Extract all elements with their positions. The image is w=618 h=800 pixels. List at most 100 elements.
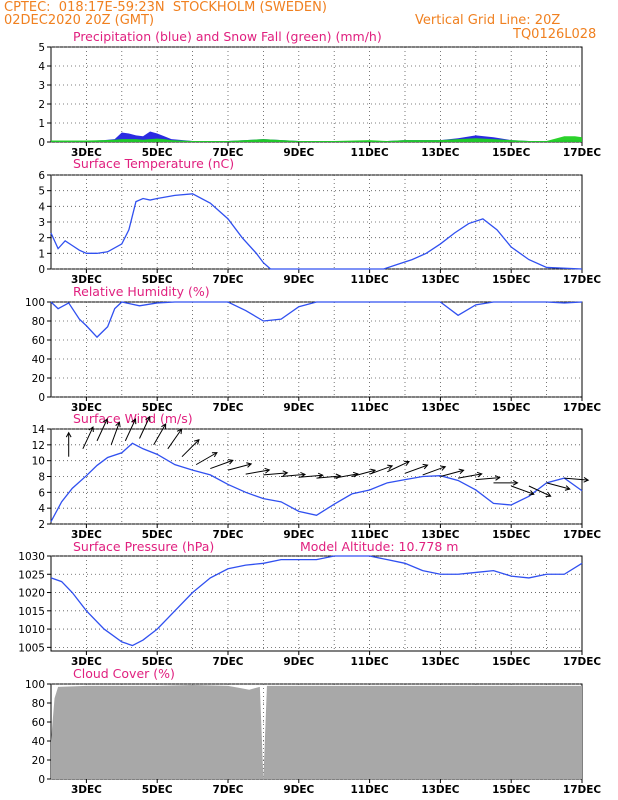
wind-arrow-head — [300, 471, 307, 478]
x-tick-label: 15DEC — [492, 784, 531, 796]
y-tick-label: 2 — [38, 519, 45, 531]
wind-arrow-head — [317, 472, 324, 479]
y-tick-label: 1005 — [18, 642, 45, 654]
x-tick-label: 13DEC — [421, 147, 460, 159]
wind-arrow — [528, 485, 552, 497]
y-tick-label: 60 — [32, 335, 45, 347]
wind-arrow-head — [131, 418, 137, 425]
wind-arrow-shaft — [167, 428, 182, 450]
wind-arrow-shaft — [404, 464, 428, 474]
x-tick-label: 13DEC — [421, 784, 460, 796]
wind-arrow — [404, 463, 429, 474]
wind-arrow-head — [404, 460, 410, 466]
wind-arrow — [511, 485, 535, 496]
wind-arrow-shaft — [528, 485, 551, 497]
x-tick-label: 3DEC — [71, 147, 102, 159]
wind-arrow-shaft — [82, 426, 94, 450]
wind-arrow-head — [282, 470, 289, 477]
panel-title-temperature: Surface Temperature (nC) — [73, 156, 234, 171]
snowfall-area — [51, 136, 582, 142]
y-tick-label: 0 — [38, 264, 45, 276]
wind-arrow — [298, 472, 324, 479]
wind-arrow — [245, 467, 271, 475]
panel-frame — [50, 46, 583, 143]
x-tick-label: 11DEC — [350, 147, 389, 159]
wind-arrow-head — [422, 463, 429, 470]
y-tick-label: 8 — [38, 472, 45, 484]
y-tick-label: 20 — [32, 373, 45, 385]
y-tick-label: 6 — [38, 487, 45, 499]
wind-arrow-shaft — [139, 416, 151, 439]
wind-arrow — [124, 418, 137, 442]
panel-frame — [50, 555, 583, 652]
date-header: 02DEC2020 20Z (GMT) — [4, 13, 155, 28]
x-tick-label: 13DEC — [421, 274, 460, 286]
panel-frame — [50, 428, 583, 525]
temperature-line — [50, 193, 583, 270]
y-tick-label: 1025 — [18, 569, 45, 581]
wind-arrow-head — [65, 431, 72, 438]
y-tick-label: 3 — [38, 217, 45, 229]
x-tick-label: 11DEC — [350, 529, 389, 541]
x-tick-label: 15DEC — [492, 147, 531, 159]
y-tick-label: 20 — [32, 755, 45, 767]
x-tick-label: 7DEC — [213, 147, 244, 159]
y-tick-label: 2 — [38, 99, 45, 111]
x-tick-label: 11DEC — [350, 402, 389, 414]
precipitation-area — [51, 131, 582, 142]
x-tick-label: 5DEC — [142, 147, 173, 159]
x-tick-label: 15DEC — [492, 402, 531, 414]
humidity-line — [50, 301, 583, 339]
x-tick-label: 17DEC — [563, 147, 602, 159]
wind-arrow-head — [102, 418, 108, 425]
y-tick-label: 1030 — [18, 551, 45, 563]
wind-arrow-shaft — [440, 469, 464, 477]
wind-arrow-shaft — [334, 473, 358, 479]
x-tick-label: 15DEC — [492, 274, 531, 286]
wind-arrow — [440, 468, 465, 477]
wind-arrow-shaft — [351, 469, 376, 477]
wind-arrow — [110, 421, 121, 446]
x-tick-label: 7DEC — [213, 402, 244, 414]
panel-title-pressure: Surface Pressure (hPa) — [73, 539, 214, 554]
wind-arrow-head — [583, 476, 590, 483]
grid-note: Vertical Grid Line: 20Z — [415, 13, 561, 28]
wind-arrow-shaft — [458, 473, 482, 479]
y-tick-label: 14 — [32, 424, 46, 436]
wind-arrow — [82, 426, 94, 450]
x-tick-label: 5DEC — [142, 402, 173, 414]
cloud-cover-area — [51, 684, 582, 779]
wind-arrow — [227, 462, 253, 471]
wind-arrow-head — [161, 423, 167, 430]
wind-arrow — [195, 452, 218, 466]
y-tick-label: 1 — [38, 248, 45, 260]
wind-arrow-shaft — [511, 485, 534, 495]
y-tick-label: 5 — [38, 186, 45, 198]
x-tick-label: 15DEC — [492, 656, 531, 668]
x-tick-label: 17DEC — [563, 274, 602, 286]
y-tick-label: 4 — [38, 61, 45, 73]
wind-arrow-head — [476, 471, 483, 478]
wind-arrow — [422, 465, 447, 476]
wind-arrow-shaft — [96, 418, 108, 442]
x-tick-label: 17DEC — [563, 529, 602, 541]
wind-arrow-shaft — [422, 466, 446, 476]
x-tick-label: 17DEC — [563, 656, 602, 668]
wind-arrow-shaft — [195, 452, 218, 466]
y-tick-label: 0 — [38, 137, 45, 149]
y-tick-label: 1015 — [18, 606, 45, 618]
wind-arrow-head — [494, 475, 501, 481]
x-tick-label: 13DEC — [421, 656, 460, 668]
wind-arrow-shaft — [369, 465, 393, 475]
wind-line — [50, 442, 583, 522]
wind-arrow-head — [512, 479, 519, 486]
wind-arrow-head — [227, 459, 234, 465]
panel-frame — [50, 301, 583, 398]
x-tick-label: 9DEC — [283, 784, 314, 796]
y-tick-label: 0 — [38, 392, 45, 404]
x-tick-label: 5DEC — [142, 784, 173, 796]
y-tick-label: 40 — [32, 354, 45, 366]
x-tick-label: 11DEC — [350, 784, 389, 796]
wind-arrow — [458, 471, 483, 479]
wind-arrow-head — [194, 439, 200, 445]
